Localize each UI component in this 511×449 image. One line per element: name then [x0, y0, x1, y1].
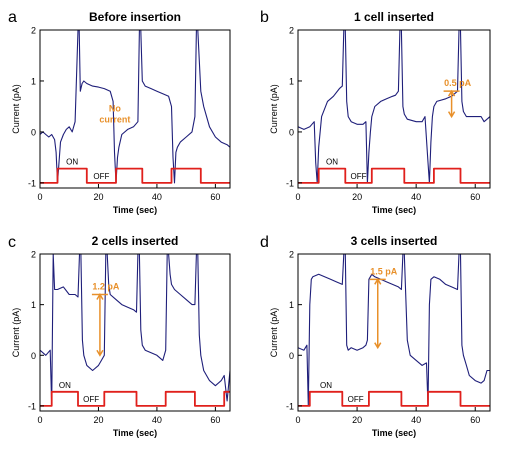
arrow-head-up	[96, 293, 104, 300]
x-tick-label: 20	[93, 192, 103, 202]
y-tick-label: 1	[31, 76, 36, 86]
plot-frame	[297, 253, 491, 412]
x-tick-label: 0	[37, 415, 42, 425]
panel-title: 2 cells inserted	[92, 234, 179, 248]
arrow-head-up	[374, 277, 382, 285]
y-axis-label: Current (pA)	[269, 308, 279, 358]
arrow-head-down	[374, 342, 382, 350]
y-tick-label: 2	[289, 250, 294, 260]
y-tick-label: 2	[31, 26, 36, 36]
plot-frame	[39, 253, 231, 412]
x-tick-label: 60	[210, 415, 220, 425]
y-tick-label: 2	[289, 26, 294, 36]
stimulus-trace	[298, 167, 490, 184]
panel-letter: a	[8, 9, 17, 26]
x-tick-label: 40	[411, 192, 421, 202]
x-tick-label: 60	[470, 192, 480, 202]
amplitude-label: 1.2 pA	[92, 282, 120, 292]
x-tick-label: 0	[295, 415, 300, 425]
y-tick-label: 2	[31, 250, 36, 260]
panel-letter: b	[260, 9, 269, 26]
x-tick-label: 0	[37, 192, 42, 202]
x-tick-label: 20	[352, 192, 362, 202]
x-tick-label: 20	[352, 415, 362, 425]
current-trace	[298, 254, 490, 407]
panel-letter: d	[260, 234, 269, 251]
off-label: OFF	[351, 172, 367, 181]
x-axis-label: Time (sec)	[372, 428, 416, 438]
panel-letter: c	[8, 234, 16, 251]
y-axis-label: Current (pA)	[11, 84, 21, 134]
x-axis-label: Time (sec)	[113, 205, 157, 215]
plot-frame	[39, 29, 231, 189]
stimulus-trace	[40, 390, 230, 407]
x-tick-label: 60	[470, 415, 480, 425]
y-tick-label: 1	[289, 300, 294, 310]
y-axis-label: Current (pA)	[11, 308, 21, 358]
y-tick-label: 1	[31, 300, 36, 310]
on-label: ON	[326, 158, 338, 167]
x-tick-label: 40	[411, 415, 421, 425]
stimulus-trace	[298, 390, 490, 407]
arrow-head-up	[447, 89, 456, 97]
y-tick-label: -1	[286, 178, 294, 188]
amplitude-label: 0.5 pA	[444, 78, 472, 88]
panel-title: 3 cells inserted	[351, 234, 438, 248]
current-trace	[40, 254, 230, 407]
on-label: ON	[66, 158, 78, 167]
on-label: ON	[320, 381, 332, 390]
arrow-head-down	[447, 111, 456, 119]
amplitude-label: 1.5 pA	[370, 266, 398, 276]
panel-title: 1 cell inserted	[354, 10, 434, 24]
current-trace	[40, 30, 230, 184]
x-tick-label: 40	[152, 415, 162, 425]
off-label: OFF	[93, 172, 109, 181]
y-tick-label: -1	[28, 401, 36, 411]
x-tick-label: 40	[152, 192, 162, 202]
on-label: ON	[59, 381, 71, 390]
stimulus-trace	[40, 167, 230, 184]
y-tick-label: 1	[289, 76, 294, 86]
x-tick-label: 20	[93, 415, 103, 425]
panel-title: Before insertion	[89, 10, 181, 24]
x-tick-label: 60	[210, 192, 220, 202]
y-tick-label: 0	[289, 351, 294, 361]
y-tick-label: 0	[31, 351, 36, 361]
off-label: OFF	[83, 395, 99, 404]
x-tick-label: 0	[295, 192, 300, 202]
y-tick-label: -1	[286, 401, 294, 411]
no-current-note: No current	[99, 104, 130, 125]
off-label: OFF	[348, 395, 364, 404]
x-axis-label: Time (sec)	[372, 205, 416, 215]
y-tick-label: 0	[31, 127, 36, 137]
y-axis-label: Current (pA)	[269, 84, 279, 134]
y-tick-label: -1	[28, 178, 36, 188]
plot-frame	[297, 29, 491, 189]
current-trace	[298, 30, 490, 184]
x-axis-label: Time (sec)	[113, 428, 157, 438]
y-tick-label: 0	[289, 127, 294, 137]
arrow-head-down	[96, 349, 104, 357]
